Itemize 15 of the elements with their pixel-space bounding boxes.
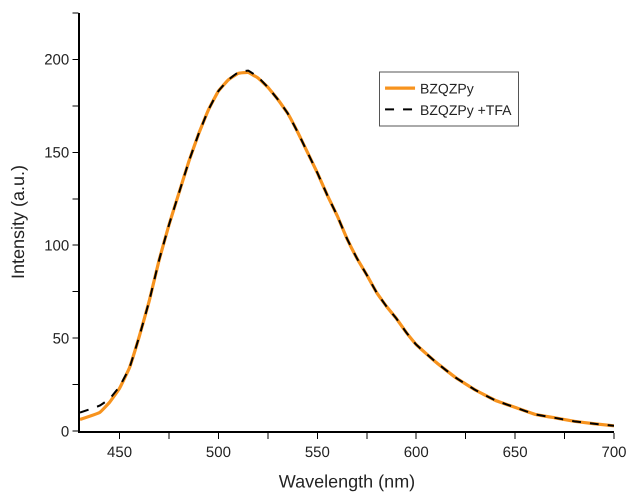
x-tick-label: 650 bbox=[502, 444, 528, 461]
y-tick-label: 50 bbox=[52, 330, 70, 348]
x-axis-title: Wavelength (nm) bbox=[278, 471, 416, 492]
y-tick-label: 200 bbox=[44, 52, 70, 69]
x-tick-label: 450 bbox=[107, 444, 132, 461]
y-tick-label: 150 bbox=[44, 144, 70, 162]
y-tick-label: 0 bbox=[60, 423, 70, 440]
y-tick-label: 100 bbox=[44, 237, 70, 254]
x-tick-label: 700 bbox=[601, 444, 627, 461]
legend-label: BZQZPy bbox=[420, 80, 474, 97]
x-tick-label: 500 bbox=[206, 444, 231, 461]
x-tick-label: 550 bbox=[304, 444, 330, 461]
legend-label: BZQZPy +TFA bbox=[420, 102, 512, 118]
y-axis-title: Intensity (a.u.) bbox=[8, 164, 28, 280]
x-tick-label: 600 bbox=[404, 444, 429, 461]
